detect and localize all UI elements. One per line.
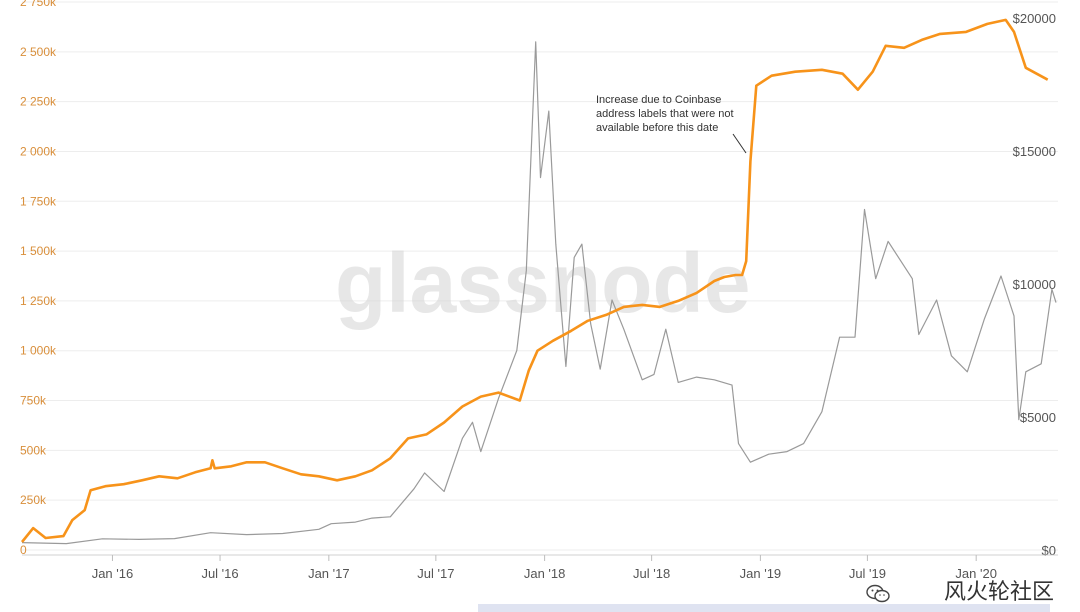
y-left-tick: 500k: [20, 443, 47, 457]
x-tick-label: Jul '16: [201, 566, 238, 581]
annotation-line-2: address labels that were not: [596, 108, 734, 120]
x-tick-label: Jul '18: [633, 566, 670, 581]
annotation-pointer: [732, 133, 747, 154]
x-tick-label: Jan '18: [524, 566, 566, 581]
watermark: glassnode: [335, 236, 750, 330]
footer-label: 风火轮社区: [943, 580, 1054, 605]
y-left-tick: 250k: [20, 493, 47, 507]
y-left-tick: 1 750k: [20, 194, 57, 208]
wechat-icon: [866, 584, 890, 603]
y-axis-left: 0 250k 500k 750k 1 000k 1 250k 1 500k 1 750k 2 0…: [20, 0, 57, 557]
scroll-navigator[interactable]: [478, 604, 1050, 612]
y-left-tick: 2 250k: [20, 95, 57, 109]
y-left-tick: 2 000k: [20, 144, 57, 158]
series-line-right: [21, 41, 1057, 545]
y-left-tick: 1 250k: [20, 294, 57, 308]
y-left-tick: 750k: [20, 394, 47, 408]
y-axis-right: $0 $5000 $10000 $15000 $20000: [1013, 11, 1056, 558]
x-axis: Jan '16 Jul '16 Jan '17 Jul '17 Jan '18 Jul '…: [22, 554, 1058, 581]
x-tick-label: Jan '17: [308, 566, 350, 581]
y-left-tick: 2 500k: [20, 45, 57, 59]
annotation-line-1: Increase due to Coinbase: [596, 94, 721, 106]
y-left-tick: 2 750k: [20, 0, 57, 9]
y-right-tick: $10000: [1013, 277, 1056, 292]
plot-lines: [20, 18, 1057, 545]
x-tick-label: Jan '16: [92, 566, 134, 581]
x-tick-label: Jan '20: [955, 566, 997, 581]
y-left-tick: 1 000k: [20, 344, 57, 358]
y-right-tick: $0: [1042, 543, 1056, 558]
y-left-tick: 1 500k: [20, 244, 57, 258]
x-tick-label: Jul '17: [417, 566, 454, 581]
y-left-tick: 0: [20, 543, 27, 557]
y-right-tick: $5000: [1020, 410, 1056, 425]
x-tick-label: Jan '19: [740, 566, 782, 581]
y-right-tick: $15000: [1013, 144, 1056, 159]
series-line-left: [20, 18, 1049, 543]
x-tick-label: Jul '19: [849, 566, 886, 581]
annotation-line-3: available before this date: [596, 122, 718, 134]
y-right-tick: $20000: [1013, 11, 1056, 26]
